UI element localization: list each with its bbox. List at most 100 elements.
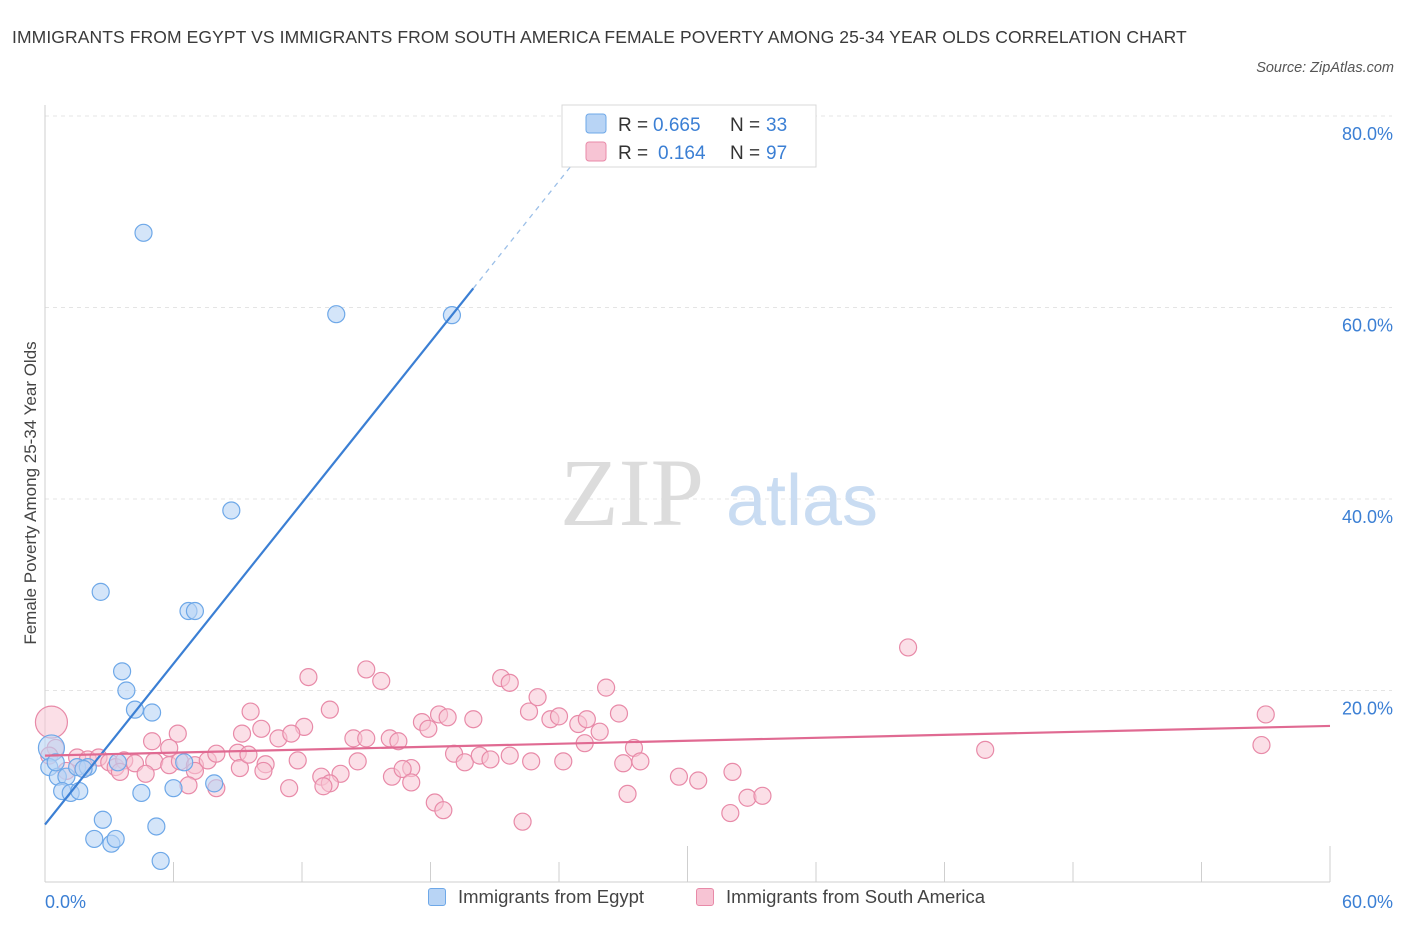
- data-point-south-america: [609, 704, 629, 723]
- watermark-atlas: atlas: [726, 461, 878, 541]
- data-point-south-america: [738, 788, 757, 807]
- data-point-south-america: [320, 700, 339, 719]
- data-point-south-america: [618, 784, 637, 804]
- data-point-south-america: [142, 732, 162, 751]
- legend-swatch-egypt: [585, 113, 607, 134]
- data-point-south-america: [179, 776, 198, 795]
- data-point-south-america: [513, 812, 532, 831]
- data-point-south-america: [500, 746, 519, 765]
- data-point-egypt: [108, 753, 127, 772]
- data-point-south-america: [239, 745, 258, 764]
- data-point-egypt: [112, 662, 132, 681]
- data-point-egypt: [106, 829, 125, 849]
- data-point-egypt: [85, 829, 104, 849]
- data-point-south-america: [299, 667, 318, 687]
- legend-n-value-egypt: 33: [766, 115, 787, 136]
- watermark: ZIP atlas: [560, 439, 878, 546]
- data-point-south-america: [393, 759, 412, 779]
- data-point-south-america: [288, 751, 307, 770]
- legend-n-value-south-america: 97: [766, 143, 787, 164]
- watermark-zip: ZIP: [560, 439, 704, 546]
- legend-r-label-south-america: R =: [618, 143, 648, 164]
- data-point-south-america: [898, 638, 918, 657]
- data-point-egypt: [327, 305, 346, 324]
- data-point-south-america: [254, 761, 273, 781]
- data-point-south-america: [597, 678, 616, 697]
- trendline-south-america: [44, 724, 1331, 757]
- y-tick-label: 40.0%: [1342, 507, 1393, 527]
- data-point-south-america: [282, 724, 301, 743]
- y-tick-label: 80.0%: [1342, 124, 1393, 144]
- data-point-egypt: [222, 501, 241, 520]
- legend-n-label-south-america: N =: [730, 143, 760, 164]
- gridlines: [45, 115, 1392, 691]
- trendline-egypt: [44, 287, 475, 826]
- data-point-south-america: [519, 702, 539, 721]
- chart-source: Source: ZipAtlas.com: [1256, 60, 1394, 76]
- data-point-egypt: [46, 753, 65, 772]
- legend-swatch-egypt-bottom: [428, 888, 446, 906]
- series-egypt: [37, 223, 462, 871]
- data-point-south-america: [500, 673, 519, 692]
- data-point-south-america: [372, 671, 391, 691]
- data-point-south-america: [230, 758, 249, 778]
- data-point-south-america: [753, 786, 772, 805]
- data-point-egypt: [147, 817, 166, 836]
- data-point-south-america: [577, 710, 596, 729]
- y-axis-label: Female Poverty Among 25-34 Year Olds: [21, 341, 40, 644]
- data-point-south-america: [357, 660, 376, 679]
- legend-r-value-south-america: 0.164: [658, 143, 706, 164]
- data-point-egypt: [70, 781, 89, 801]
- legend-label-egypt: Immigrants from Egypt: [458, 886, 645, 907]
- data-point-south-america: [402, 773, 421, 792]
- data-point-south-america: [241, 702, 260, 721]
- data-point-south-america: [1256, 705, 1275, 724]
- data-point-egypt: [175, 753, 194, 772]
- data-point-south-america: [481, 750, 500, 769]
- x-tick-label: 0.0%: [45, 892, 86, 912]
- data-point-south-america: [314, 777, 333, 796]
- data-point-south-america: [438, 708, 457, 727]
- data-point-south-america: [136, 764, 155, 783]
- x-tick-label: 60.0%: [1342, 892, 1393, 912]
- series-legend: Immigrants from Egypt Immigrants from So…: [0, 886, 1406, 916]
- y-tick-label: 60.0%: [1342, 316, 1393, 336]
- series-south-america: [34, 638, 1275, 831]
- data-point-egypt: [151, 851, 170, 871]
- data-point-egypt: [134, 223, 153, 242]
- data-point-south-america: [976, 740, 995, 759]
- data-point-south-america: [631, 752, 650, 771]
- data-point-south-america: [389, 732, 408, 751]
- data-point-egypt: [132, 783, 151, 803]
- tick-labels: 20.0% 40.0% 60.0% 80.0% 0.0% 60.0%: [45, 124, 1393, 912]
- trendline-egypt-extension: [472, 153, 581, 289]
- data-point-south-america: [614, 754, 633, 773]
- data-point-south-america: [464, 710, 483, 729]
- data-point-south-america: [669, 767, 689, 786]
- legend-label-south-america: Immigrants from South America: [726, 886, 986, 907]
- trendlines: [44, 153, 1331, 826]
- data-point-south-america: [549, 707, 569, 726]
- data-point-south-america: [522, 752, 541, 771]
- legend-swatch-south-america-bottom: [696, 888, 714, 906]
- data-point-south-america: [721, 803, 740, 823]
- data-point-egypt: [91, 582, 110, 601]
- y-tick-label: 20.0%: [1342, 699, 1393, 719]
- data-point-south-america: [34, 705, 69, 739]
- data-point-egypt: [185, 601, 205, 621]
- legend-swatch-south-america: [585, 141, 607, 162]
- data-point-south-america: [434, 801, 453, 820]
- data-point-south-america: [232, 724, 252, 743]
- data-point-south-america: [528, 688, 547, 707]
- data-point-south-america: [252, 719, 271, 738]
- legend-r-value-egypt: 0.665: [653, 115, 701, 136]
- data-point-south-america: [455, 753, 474, 772]
- legend-item-south-america: Immigrants from South America: [696, 886, 985, 908]
- data-point-south-america: [419, 719, 438, 738]
- data-point-egypt: [164, 779, 183, 798]
- axes: [44, 105, 1331, 883]
- chart-title: IMMIGRANTS FROM EGYPT VS IMMIGRANTS FROM…: [12, 27, 1187, 47]
- data-point-egypt: [117, 681, 136, 700]
- data-point-south-america: [348, 752, 367, 771]
- legend-n-label-egypt: N =: [730, 115, 760, 136]
